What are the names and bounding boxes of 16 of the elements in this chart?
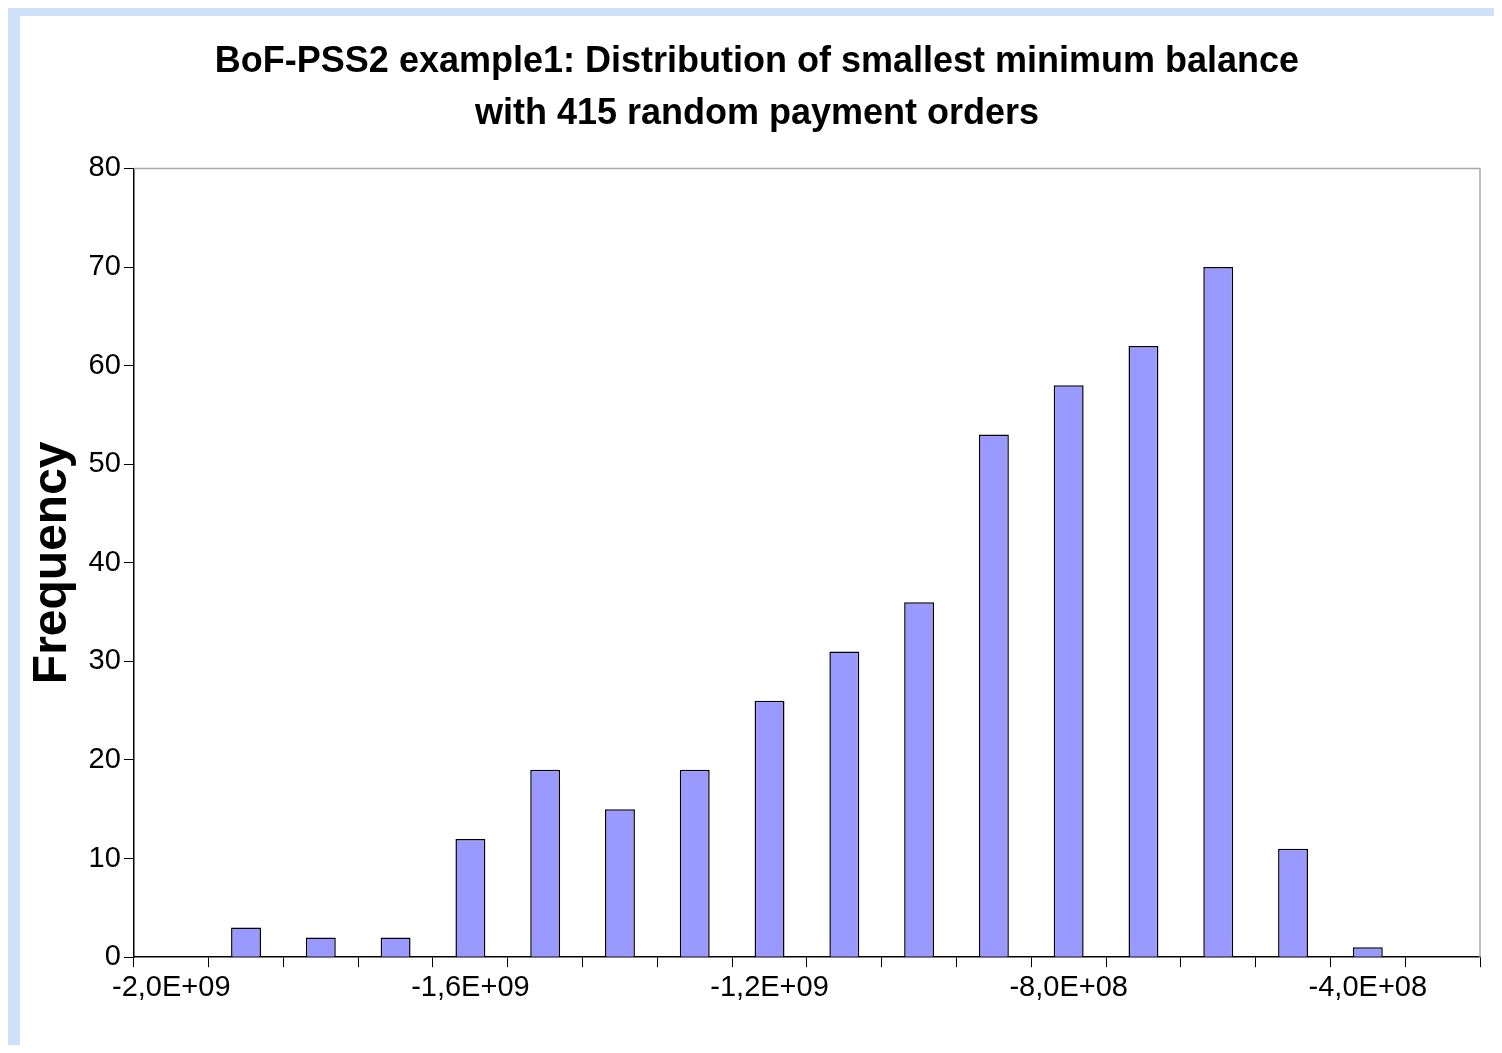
- y-tick-label: 40: [88, 544, 121, 577]
- x-tick-label: -2,0E+09: [111, 969, 231, 1002]
- y-tick-label: 0: [104, 939, 121, 972]
- chart-title: BoF-PSS2 example1: Distribution of smallest minimum balance with 415 random payment orders: [213, 38, 1301, 134]
- x-tick-label: -1,2E+09: [710, 969, 829, 1002]
- x-tick-label: -8,0E+08: [1009, 969, 1128, 1002]
- y-tick-label: 70: [88, 249, 121, 281]
- y-tick-label: 60: [88, 347, 121, 380]
- y-tick-label: 30: [88, 643, 121, 676]
- y-tick-label: 10: [88, 840, 121, 873]
- x-tick-label: -1,6E+09: [411, 969, 530, 1002]
- x-tick-label: -4,0E+08: [1308, 969, 1428, 1002]
- y-tick-label: 20: [88, 742, 121, 774]
- y-axis-title: Frequency: [23, 441, 77, 685]
- y-tick-label: 50: [88, 446, 121, 479]
- y-tick-label: 80: [88, 150, 121, 183]
